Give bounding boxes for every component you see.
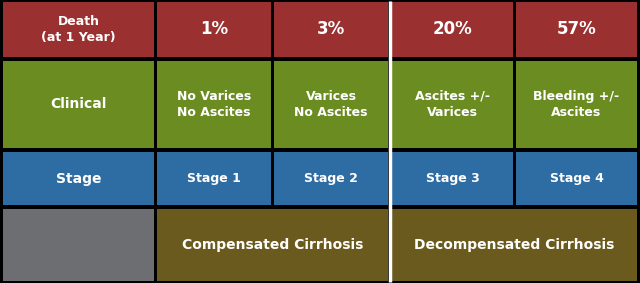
Text: Clinical: Clinical — [51, 98, 107, 112]
Text: Stage 4: Stage 4 — [550, 172, 604, 185]
Bar — [157, 152, 271, 205]
Text: Stage: Stage — [56, 171, 101, 185]
Bar — [392, 209, 637, 281]
Text: 3%: 3% — [317, 20, 345, 38]
Bar — [157, 209, 388, 281]
Bar — [516, 61, 637, 148]
Bar — [274, 61, 388, 148]
Text: Compensated Cirrhosis: Compensated Cirrhosis — [182, 238, 363, 252]
Text: Death
(at 1 Year): Death (at 1 Year) — [41, 15, 116, 44]
Text: 20%: 20% — [433, 20, 472, 38]
Text: Stage 3: Stage 3 — [426, 172, 479, 185]
Bar — [392, 2, 513, 57]
Bar — [516, 152, 637, 205]
Bar — [157, 2, 271, 57]
Bar — [516, 2, 637, 57]
Text: Ascites +/-
Varices: Ascites +/- Varices — [415, 90, 490, 119]
Bar — [157, 61, 271, 148]
Bar — [274, 152, 388, 205]
Text: 57%: 57% — [557, 20, 596, 38]
Text: 1%: 1% — [200, 20, 228, 38]
Text: Stage 2: Stage 2 — [304, 172, 358, 185]
Text: No Varices
No Ascites: No Varices No Ascites — [177, 90, 251, 119]
Bar — [274, 2, 388, 57]
Bar — [3, 209, 154, 281]
Bar — [3, 2, 154, 57]
Text: Bleeding +/-
Ascites: Bleeding +/- Ascites — [533, 90, 620, 119]
Text: Decompensated Cirrhosis: Decompensated Cirrhosis — [414, 238, 614, 252]
Bar — [392, 61, 513, 148]
Bar — [392, 152, 513, 205]
Text: Varices
No Ascites: Varices No Ascites — [294, 90, 368, 119]
Bar — [3, 61, 154, 148]
Text: Stage 1: Stage 1 — [187, 172, 241, 185]
Bar — [3, 152, 154, 205]
